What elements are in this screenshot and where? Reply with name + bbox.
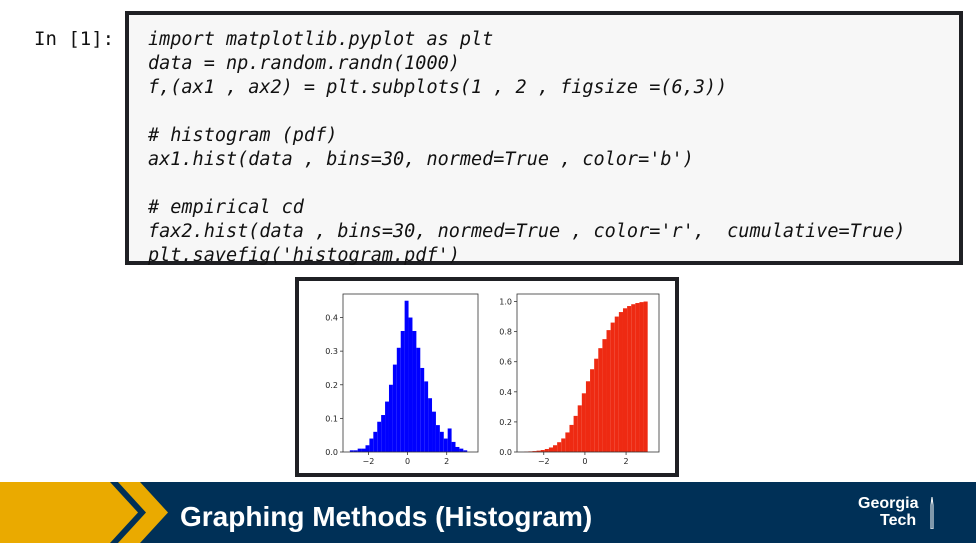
histogram-bar [400, 330, 405, 452]
histogram-bar [353, 450, 358, 452]
histogram-bar [463, 450, 468, 452]
histogram-bar [553, 445, 558, 452]
histogram-bar [416, 347, 421, 452]
code-line: fax2.hist(data , bins=30, normed=True , … [148, 221, 906, 242]
histogram-bar [377, 421, 382, 452]
histogram-bar [561, 438, 566, 452]
code-line: import matplotlib.pyplot as plt [148, 29, 494, 50]
y-tick-label: 0.8 [499, 328, 512, 337]
tower-icon [930, 497, 934, 529]
y-tick-label: 0.2 [499, 418, 512, 427]
histogram-bar [432, 411, 436, 452]
code-line: data = np.random.randn(1000) [148, 53, 460, 74]
code-line: f,(ax1 , ax2) = plt.subplots(1 , 2 , fig… [148, 77, 728, 98]
histogram-bar [585, 381, 591, 452]
histogram-bar [602, 339, 607, 452]
histogram-bar [622, 308, 628, 452]
histogram-bar [631, 304, 636, 452]
histogram-bar [396, 347, 401, 452]
y-tick-label: 0.6 [499, 358, 512, 367]
histogram-output: 0.0 0.1 0.2 0.3 0.4 −2 0 2 0.0 0.2 0.4 0.6 0.8 1.0 −2 0… [295, 277, 679, 477]
georgia-tech-logo: Georgia Tech [858, 495, 938, 531]
code-line: # histogram (pdf) [148, 125, 338, 146]
histogram-bar [435, 425, 440, 452]
histogram-bar [627, 306, 632, 452]
histogram-bar [577, 405, 582, 452]
histogram-bar [392, 364, 397, 452]
histogram-bar [614, 316, 619, 452]
histogram-bar [381, 415, 386, 452]
y-tick-label: 0.4 [499, 388, 512, 397]
histogram-bar [565, 432, 570, 452]
histogram-bar [598, 348, 603, 452]
histogram-bar [408, 317, 413, 452]
slide-title: Graphing Methods (Histogram) [180, 501, 593, 532]
footer-bar [0, 482, 976, 543]
histogram-bar [447, 428, 452, 452]
histogram-bar [455, 446, 460, 452]
histogram-bar [424, 381, 429, 452]
x-tick-label: 2 [624, 457, 629, 466]
histogram-bar [404, 300, 409, 452]
y-tick-label: 0.0 [499, 448, 512, 457]
histogram-bar [439, 431, 444, 452]
histogram-bar [618, 312, 623, 452]
code-cell[interactable]: import matplotlib.pyplot as plt data = n… [125, 11, 963, 265]
y-tick-label: 0.3 [325, 347, 338, 356]
histogram-bar [420, 367, 425, 452]
logo-line2: Tech [880, 512, 917, 529]
histogram-bar [428, 398, 433, 452]
histogram-bar [643, 301, 648, 452]
histogram-bar [357, 448, 362, 452]
axes-frame [516, 293, 660, 453]
histogram-bar [459, 448, 464, 452]
x-tick-label: −2 [538, 457, 550, 466]
axes-frame [342, 293, 479, 453]
histogram-bar [369, 438, 374, 452]
histogram-figure: 0.0 0.1 0.2 0.3 0.4 −2 0 2 0.0 0.2 0.4 0.6 0.8 1.0 −2 0… [325, 293, 660, 466]
histogram-bar [361, 448, 366, 452]
histogram-bar [532, 451, 537, 452]
y-tick-label: 0.1 [325, 414, 338, 423]
histogram-bar [581, 393, 586, 452]
histogram-bar [443, 438, 448, 452]
histogram-bar [349, 450, 354, 452]
histogram-bar [548, 447, 554, 452]
histogram-bar [373, 431, 378, 452]
x-tick-label: −2 [363, 457, 375, 466]
y-tick-label: 0.0 [325, 448, 338, 457]
code-line: plt.savefig('histogram.pdf') [148, 245, 460, 266]
histogram-bar [606, 330, 611, 452]
y-tick-label: 0.4 [325, 314, 338, 323]
code-line: ax1.hist(data , bins=30, normed=True , c… [148, 149, 694, 170]
y-tick-label: 0.2 [325, 381, 338, 390]
histogram-bar [388, 384, 393, 452]
histogram-bar [594, 358, 599, 452]
histogram-bar [412, 330, 417, 452]
histogram-bar [557, 442, 562, 452]
logo-line1: Georgia [858, 495, 919, 512]
histogram-bar [385, 401, 389, 452]
x-tick-label: 2 [444, 457, 449, 466]
histogram-bar [544, 448, 549, 452]
histogram-bar [540, 450, 545, 452]
x-tick-label: 0 [405, 457, 410, 466]
cell-prompt: In [1]: [34, 28, 115, 50]
x-tick-label: 0 [582, 457, 587, 466]
histogram-bar [639, 302, 644, 452]
histogram-bar [365, 445, 370, 452]
y-tick-label: 1.0 [499, 298, 512, 307]
histogram-bar [536, 450, 541, 452]
histogram-bar [635, 303, 640, 452]
histogram-bar [590, 369, 595, 452]
histogram-bar [451, 441, 456, 452]
histogram-bar [610, 322, 615, 452]
code-line: # empirical cd [148, 197, 304, 218]
histogram-bar [569, 424, 574, 452]
histogram-bar [573, 415, 578, 452]
chevron-arrows-icon [0, 482, 168, 543]
